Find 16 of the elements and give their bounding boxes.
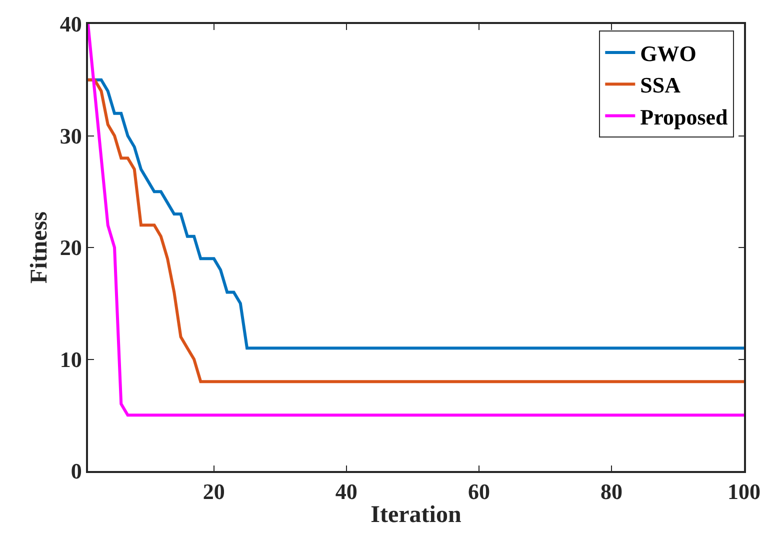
- x-tick-label: 20: [202, 479, 225, 504]
- y-tick-label: 0: [70, 458, 82, 484]
- line-series: [88, 24, 744, 417]
- x-tick-label: 60: [468, 479, 490, 504]
- x-tick-label: 100: [728, 479, 760, 504]
- x-tick-label: 40: [335, 479, 358, 504]
- legend-label: Proposed: [640, 104, 728, 130]
- x-axis-title: Iteration: [370, 502, 462, 528]
- x-tick-label: 80: [600, 479, 622, 504]
- y-tick-label: 10: [60, 346, 82, 372]
- legend-label: GWO: [640, 41, 696, 66]
- legend-label: SSA: [640, 72, 681, 98]
- y-tick-label: 20: [60, 235, 82, 260]
- y-tick-label: 40: [60, 12, 82, 37]
- y-axis-title: Fitness: [26, 212, 52, 284]
- y-tick-label: 30: [60, 123, 82, 148]
